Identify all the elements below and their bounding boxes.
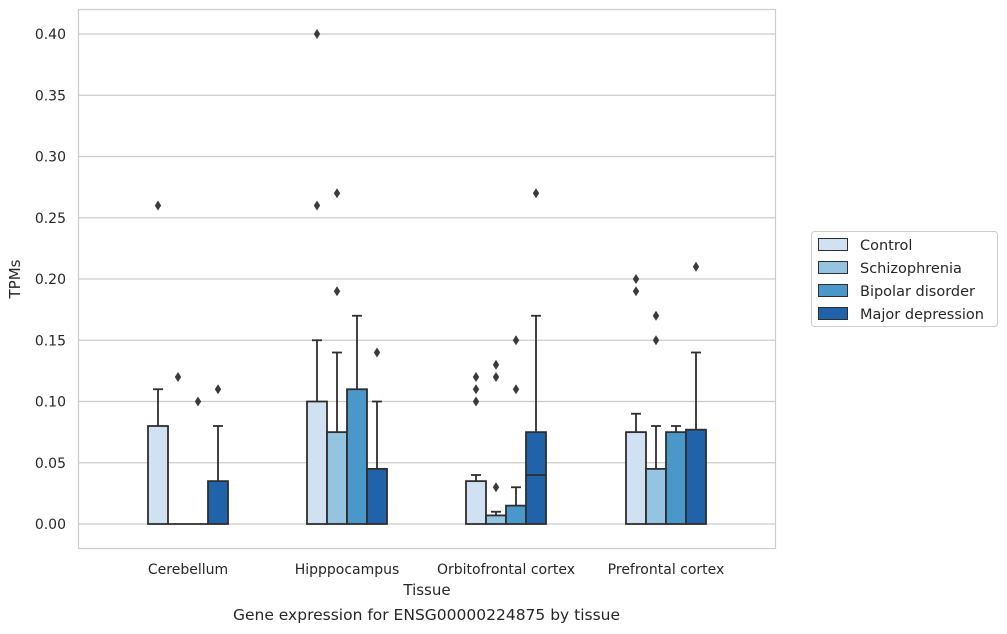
y-tick-labels: 0.00 0.05 0.10 0.15 0.20 0.25 0.30 0.35 0.40 bbox=[35, 27, 66, 533]
legend-swatch bbox=[818, 307, 848, 320]
legend-frame bbox=[811, 231, 998, 327]
bar bbox=[485, 514, 507, 525]
x-tick-label: Orbitofrontal cortex bbox=[437, 562, 575, 578]
legend-swatch bbox=[818, 238, 848, 251]
legend-label: Schizophrenia bbox=[860, 261, 962, 277]
bars bbox=[147, 29, 707, 525]
chart-caption: Gene expression for ENSG00000224875 by t… bbox=[232, 606, 621, 624]
legend-label: Control bbox=[860, 238, 912, 254]
outlier-marker bbox=[532, 188, 540, 199]
bar bbox=[505, 504, 527, 525]
x-tick-label: Prefrontal cortex bbox=[608, 562, 725, 578]
bar bbox=[366, 467, 388, 525]
y-tick-label: 0.10 bbox=[35, 395, 66, 411]
outlier-marker bbox=[313, 29, 321, 39]
bar bbox=[625, 431, 647, 525]
outlier-marker bbox=[472, 396, 480, 407]
outlier-marker bbox=[214, 384, 222, 395]
outlier-marker bbox=[632, 286, 640, 297]
outlier-marker bbox=[313, 200, 321, 211]
outlier-marker bbox=[512, 335, 520, 346]
x-tick-label: Hipppocampus bbox=[295, 562, 400, 578]
bar bbox=[465, 480, 487, 525]
outlier-marker bbox=[154, 200, 162, 211]
legend-label: Bipolar disorder bbox=[860, 284, 975, 300]
outlier-marker bbox=[492, 359, 500, 370]
y-tick-label: 0.05 bbox=[35, 456, 66, 472]
bar bbox=[207, 480, 229, 525]
outlier-marker bbox=[174, 372, 182, 382]
y-tick-label: 0.25 bbox=[35, 211, 66, 227]
bar bbox=[147, 425, 169, 525]
outlier-marker bbox=[333, 188, 341, 199]
bar bbox=[306, 400, 328, 525]
y-tick-label: 0.30 bbox=[35, 150, 66, 166]
y-tick-label: 0.40 bbox=[35, 27, 66, 43]
outlier-marker bbox=[692, 261, 700, 272]
x-tick-labels: Cerebellum Hipppocampus Orbitofrontal cort… bbox=[148, 562, 724, 578]
y-tick-label: 0.20 bbox=[35, 272, 66, 288]
legend-swatch bbox=[818, 261, 848, 274]
x-axis-label: Tissue bbox=[402, 581, 450, 599]
x-tick-label: Cerebellum bbox=[148, 562, 228, 578]
bar bbox=[665, 431, 687, 525]
y-axis-label: TPMs bbox=[6, 259, 24, 299]
bar bbox=[685, 428, 707, 525]
outlier-marker bbox=[194, 396, 202, 407]
outlier-marker bbox=[632, 274, 640, 284]
outlier-marker bbox=[472, 384, 480, 395]
y-tick-label: 0.15 bbox=[35, 333, 66, 349]
outlier-marker bbox=[472, 372, 480, 382]
bar bbox=[326, 431, 348, 525]
bar bbox=[346, 388, 368, 525]
outlier-marker bbox=[492, 372, 500, 382]
y-tick-label: 0.00 bbox=[35, 517, 66, 533]
outlier-marker bbox=[652, 335, 660, 346]
outlier-marker bbox=[333, 286, 341, 297]
outlier-marker bbox=[373, 347, 381, 358]
bar bbox=[645, 467, 667, 525]
legend-label: Major depression bbox=[860, 307, 984, 323]
outlier-marker bbox=[512, 384, 520, 395]
legend: Control Schizophrenia Bipolar disorder Majo… bbox=[811, 231, 998, 327]
legend-swatch bbox=[818, 284, 848, 297]
outlier-marker bbox=[492, 482, 500, 493]
y-tick-label: 0.35 bbox=[35, 88, 66, 104]
outlier-marker bbox=[652, 310, 660, 321]
bar bbox=[525, 431, 547, 525]
